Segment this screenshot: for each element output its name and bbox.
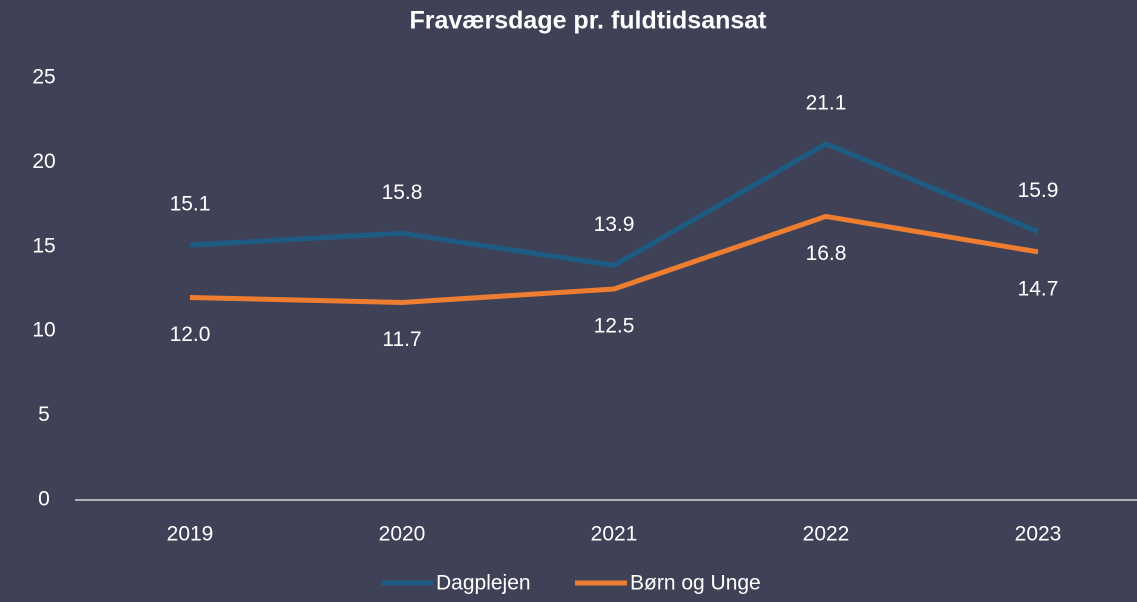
x-tick-label: 2021: [591, 523, 638, 546]
line-series: [189, 141, 1039, 268]
x-tick-label: 2019: [167, 523, 214, 546]
y-tick-label: 10: [32, 319, 55, 342]
x-tick-label: 2023: [1015, 523, 1062, 546]
data-label: 21.1: [806, 91, 847, 114]
data-label: 15.8: [382, 181, 423, 204]
legend-label: Børn og Unge: [630, 572, 761, 595]
y-tick-label: 20: [32, 150, 55, 173]
chart-title: Fraværsdage pr. fuldtidsansat: [409, 7, 767, 35]
data-label: 13.9: [594, 213, 635, 236]
data-label: 14.7: [1018, 277, 1059, 300]
y-tick-label: 15: [32, 234, 55, 257]
x-tick-label: 2020: [379, 523, 426, 546]
y-tick-label: 5: [38, 403, 50, 426]
y-tick-label: 25: [32, 66, 55, 89]
x-tick-label: 2022: [803, 523, 850, 546]
data-label: 16.8: [806, 242, 847, 265]
data-label: 15.9: [1018, 179, 1059, 202]
line-series: [189, 213, 1039, 306]
data-label: 11.7: [382, 328, 421, 351]
data-label: 12.5: [594, 315, 635, 338]
y-tick-label: 0: [38, 488, 50, 511]
data-label: 12.0: [170, 323, 211, 346]
legend-label: Dagplejen: [436, 572, 531, 595]
data-label: 15.1: [170, 193, 211, 216]
